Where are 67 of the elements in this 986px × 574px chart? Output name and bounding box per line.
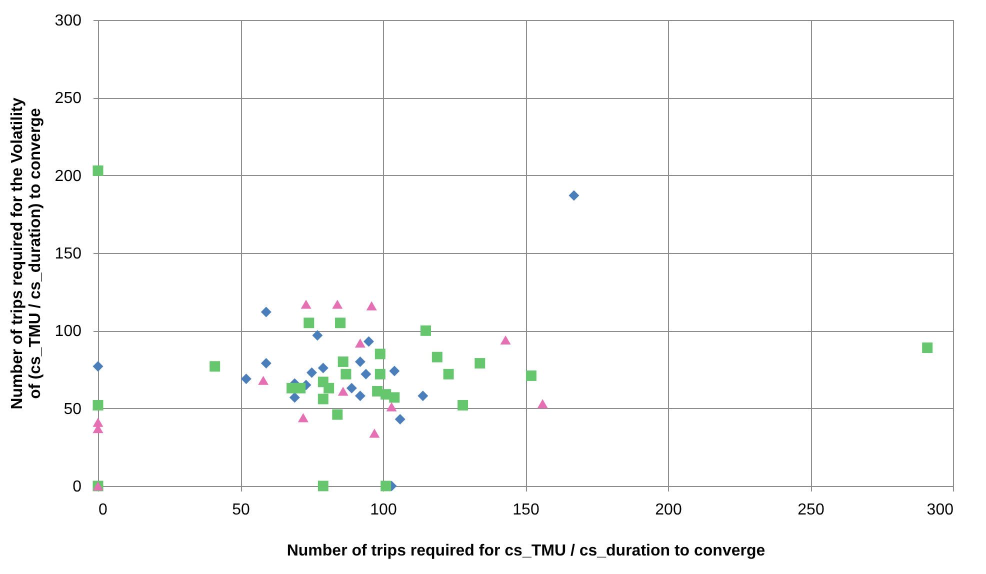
point [340, 368, 352, 380]
point [295, 382, 306, 394]
point [346, 382, 357, 394]
point [420, 325, 431, 336]
point [364, 336, 374, 347]
point [374, 368, 386, 380]
point [474, 358, 486, 369]
point [338, 386, 348, 396]
point [443, 368, 454, 380]
point [389, 366, 400, 376]
point [374, 348, 386, 360]
point [458, 400, 468, 410]
point [354, 338, 366, 348]
point [298, 413, 308, 422]
point [338, 356, 348, 367]
point [240, 374, 252, 384]
point [210, 361, 220, 372]
x-tick-label: 300 [926, 502, 954, 518]
x-tick-label: 150 [512, 502, 540, 518]
point [289, 392, 300, 403]
point [260, 306, 272, 318]
point [354, 390, 366, 402]
point [324, 382, 334, 394]
x-tick-label: 50 [232, 502, 250, 518]
point [432, 352, 442, 362]
point [306, 367, 317, 378]
point [369, 428, 380, 438]
y-tick-label: 250 [54, 90, 82, 108]
y-tick-label: 300 [54, 12, 82, 30]
point [318, 394, 328, 404]
point [312, 330, 323, 341]
point [300, 300, 312, 309]
point [380, 480, 392, 492]
point [335, 318, 346, 328]
point [354, 356, 366, 367]
point [922, 342, 933, 353]
point [332, 409, 343, 420]
point [394, 414, 406, 424]
x-tick-label: 200 [655, 502, 682, 518]
point [386, 402, 397, 412]
point [260, 358, 272, 369]
point [332, 300, 343, 309]
point [304, 318, 314, 328]
point [500, 335, 511, 345]
point [318, 362, 328, 374]
y-tick-label: 150 [54, 246, 82, 262]
point [366, 301, 377, 310]
point [568, 190, 580, 201]
y-tick-label: 200 [54, 168, 82, 185]
point [389, 392, 400, 403]
point [360, 368, 372, 380]
y-tick-label: 50 [64, 400, 82, 418]
point [418, 390, 428, 402]
point [92, 361, 104, 372]
point [92, 400, 104, 410]
y-tick-label: 100 [54, 323, 82, 340]
x-tick-label: 250 [798, 502, 824, 518]
x-tick-label: 100 [370, 502, 397, 518]
x-tick-label: 0 [98, 502, 108, 518]
point [318, 480, 328, 492]
point [92, 165, 104, 176]
point [258, 376, 269, 385]
y-tick-label: 0 [72, 478, 82, 496]
x-axis-title: Number of trips required for cs_TMU / cs_duration to converge [286, 542, 766, 560]
point [537, 399, 548, 408]
y-axis-title: Number of trips required for the Volatility of (cs_TMU / cs_duration) to converge [8, 98, 44, 410]
point [526, 370, 536, 381]
